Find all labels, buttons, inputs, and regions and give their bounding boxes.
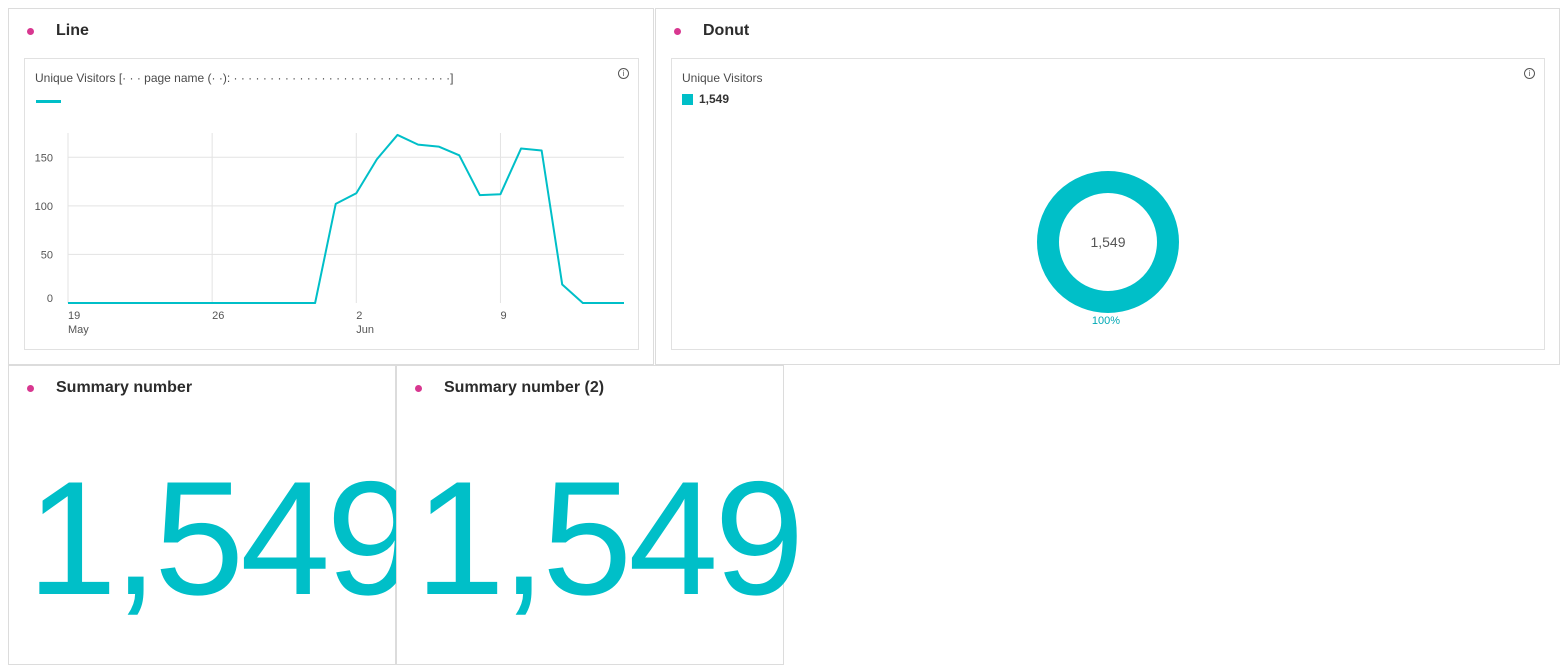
summary-number-card: Summary number 1,549 [8, 365, 416, 665]
summary-value: 1,549 [27, 448, 416, 629]
x-tick-label: 19 [68, 310, 80, 322]
y-tick-label: 100 [35, 201, 53, 213]
x-tick-sublabel: May [68, 324, 89, 336]
series-line [68, 133, 624, 304]
x-tick-label: 9 [500, 310, 506, 322]
card-title: Donut [703, 22, 750, 39]
x-tick-label: 26 [212, 310, 224, 322]
x-tick-label: 2 [356, 310, 362, 322]
line-chart-panel: Unique Visitors [· · · page name (· ·): … [24, 58, 639, 350]
y-tick-label: 0 [47, 293, 53, 305]
donut-chart-panel: Unique Visitors 1,549 i 1,549 100% [671, 58, 1545, 350]
status-dot-icon [415, 384, 422, 392]
legend-item: 1,549 [682, 92, 729, 106]
card-title: Line [56, 22, 89, 39]
summary-value: 1,549 [415, 448, 804, 629]
line-card: Line Unique Visitors [· · · page name (·… [8, 8, 654, 365]
status-dot-icon [674, 27, 681, 35]
donut-slice[interactable] [1037, 171, 1179, 313]
y-tick-label: 150 [35, 152, 53, 164]
status-dot-icon [27, 384, 34, 392]
card-title: Summary number [56, 379, 193, 396]
info-icon[interactable]: i [1524, 68, 1535, 79]
legend-swatch [682, 93, 693, 105]
donut-center-label: 1,549 [1090, 234, 1125, 250]
legend-swatch [36, 100, 61, 103]
legend-value: 1,549 [699, 92, 730, 106]
line-chart: 0 50 100 150 19 May 26 2 Jun 9 [35, 133, 624, 336]
chart-title: Unique Visitors [· · · page name (· ·): … [35, 71, 454, 85]
donut-percent-label: 100% [1092, 315, 1120, 327]
y-tick-label: 50 [41, 249, 53, 261]
chart-title: Unique Visitors [682, 71, 763, 85]
x-tick-sublabel: Jun [356, 324, 374, 336]
card-title: Summary number (2) [444, 379, 605, 396]
donut-chart: 1,549 100% [1037, 171, 1179, 327]
info-icon[interactable]: i [618, 68, 629, 79]
status-dot-icon [27, 27, 34, 35]
donut-card: Donut Unique Visitors 1,549 i 1,549 100% [655, 8, 1560, 365]
summary-number-2-card: Summary number (2) 1,549 [396, 365, 804, 665]
